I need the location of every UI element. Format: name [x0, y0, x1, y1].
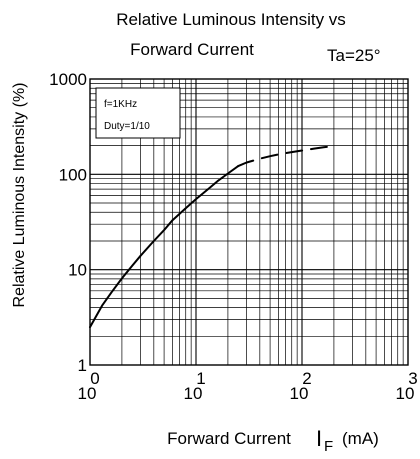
- y-tick-label: 100: [59, 165, 87, 184]
- chart-title-line1: Relative Luminous Intensity vs: [116, 10, 346, 29]
- y-tick-label: 1: [78, 356, 87, 375]
- x-tick-exponent: 2: [302, 369, 311, 388]
- x-axis-symbol: I: [316, 426, 322, 451]
- curve-solid-segment: [89, 165, 240, 329]
- x-tick-exponent: 1: [196, 369, 205, 388]
- y-axis-label: Relative Luminous Intensity (%): [11, 83, 28, 308]
- chart-title-line2: Forward Current: [130, 40, 254, 59]
- condition-label: Ta=25°: [327, 46, 381, 65]
- x-tick-exponent: 3: [408, 369, 417, 388]
- x-tick-base: 10: [290, 384, 309, 403]
- x-tick-exponent: 0: [90, 369, 99, 388]
- x-axis-label-text: Forward Current: [167, 429, 291, 448]
- x-axis-subscript: F: [324, 438, 333, 455]
- x-axis-unit: (mA): [342, 429, 379, 448]
- y-tick-labels: 1 10 100 1000: [49, 70, 87, 375]
- legend-line-frequency: f=1KHz: [104, 99, 137, 110]
- y-tick-label: 1000: [49, 70, 87, 89]
- legend-line-duty: Duty=1/10: [104, 121, 150, 132]
- curve-dashed-segment: [237, 145, 335, 168]
- series-group: [89, 145, 335, 329]
- x-axis-label: Forward Current I F (mA): [167, 426, 379, 455]
- y-tick-label: 10: [68, 261, 87, 280]
- legend-box: [95, 87, 181, 139]
- x-tick-base: 10: [78, 384, 97, 403]
- x-tick-base: 10: [396, 384, 415, 403]
- legend: f=1KHz Duty=1/10: [95, 87, 181, 139]
- x-tick-base: 10: [184, 384, 203, 403]
- plot-frame: [89, 78, 409, 366]
